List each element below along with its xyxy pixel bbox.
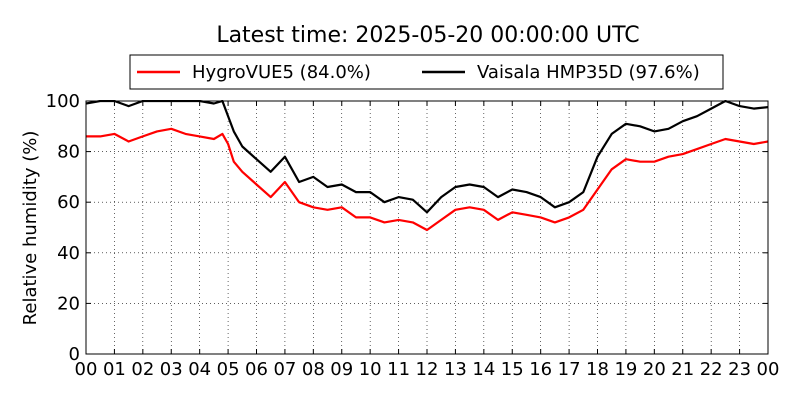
x-tick-label: 17 — [558, 359, 581, 380]
y-tick-label: 80 — [57, 142, 80, 163]
y-tick-label: 100 — [46, 91, 80, 112]
y-axis: 0 20 40 60 80 100 — [46, 91, 768, 365]
x-tick-label: 10 — [359, 359, 382, 380]
x-tick-label: 06 — [245, 359, 268, 380]
series-layer — [86, 100, 768, 232]
y-tick-label: 40 — [57, 243, 80, 264]
x-tick-label: 14 — [472, 359, 495, 380]
grid — [86, 101, 768, 354]
x-tick-label: 00 — [75, 359, 98, 380]
y-axis-label: Relative humidity (%) — [20, 131, 41, 326]
plot-frame — [85, 100, 769, 355]
x-tick-label: 12 — [416, 359, 439, 380]
x-tick-label: 03 — [160, 359, 183, 380]
x-tick-label: 19 — [614, 359, 637, 380]
x-tick-label: 18 — [586, 359, 609, 380]
y-tick-label: 0 — [69, 344, 80, 365]
x-tick-label: 09 — [330, 359, 353, 380]
x-tick-label: 16 — [529, 359, 552, 380]
y-tick-label: 60 — [57, 192, 80, 213]
x-tick-label: 05 — [217, 359, 240, 380]
x-tick-label: 11 — [387, 359, 410, 380]
x-tick-label: 04 — [188, 359, 211, 380]
x-tick-label: 22 — [700, 359, 723, 380]
x-tick-label: 02 — [131, 359, 154, 380]
x-tick-label: 07 — [273, 359, 296, 380]
legend-label-vaisala: Vaisala HMP35D (97.6%) — [477, 62, 700, 83]
x-tick-label: 15 — [501, 359, 524, 380]
x-tick-label: 20 — [643, 359, 666, 380]
y-tick-label: 20 — [57, 293, 80, 314]
x-tick-label: 08 — [302, 359, 325, 380]
x-tick-label: 23 — [728, 359, 751, 380]
x-axis: 00 01 02 03 04 05 06 07 08 09 10 11 12 13 14 15 16 17 18 19… — [75, 101, 780, 380]
series-line-hygrovue — [86, 127, 768, 232]
x-tick-label: 01 — [103, 359, 126, 380]
x-tick-label: 13 — [444, 359, 467, 380]
legend-label-hygrovue: HygroVUE5 (84.0%) — [192, 62, 371, 83]
series-line-vaisala — [86, 100, 768, 214]
x-tick-label: 00 — [757, 359, 780, 380]
x-tick-label: 21 — [671, 359, 694, 380]
legend: HygroVUE5 (84.0%) Vaisala HMP35D (97.6%) — [129, 54, 724, 90]
chart-title: Latest time: 2025-05-20 00:00:00 UTC — [216, 23, 639, 48]
plot-area — [85, 100, 769, 355]
